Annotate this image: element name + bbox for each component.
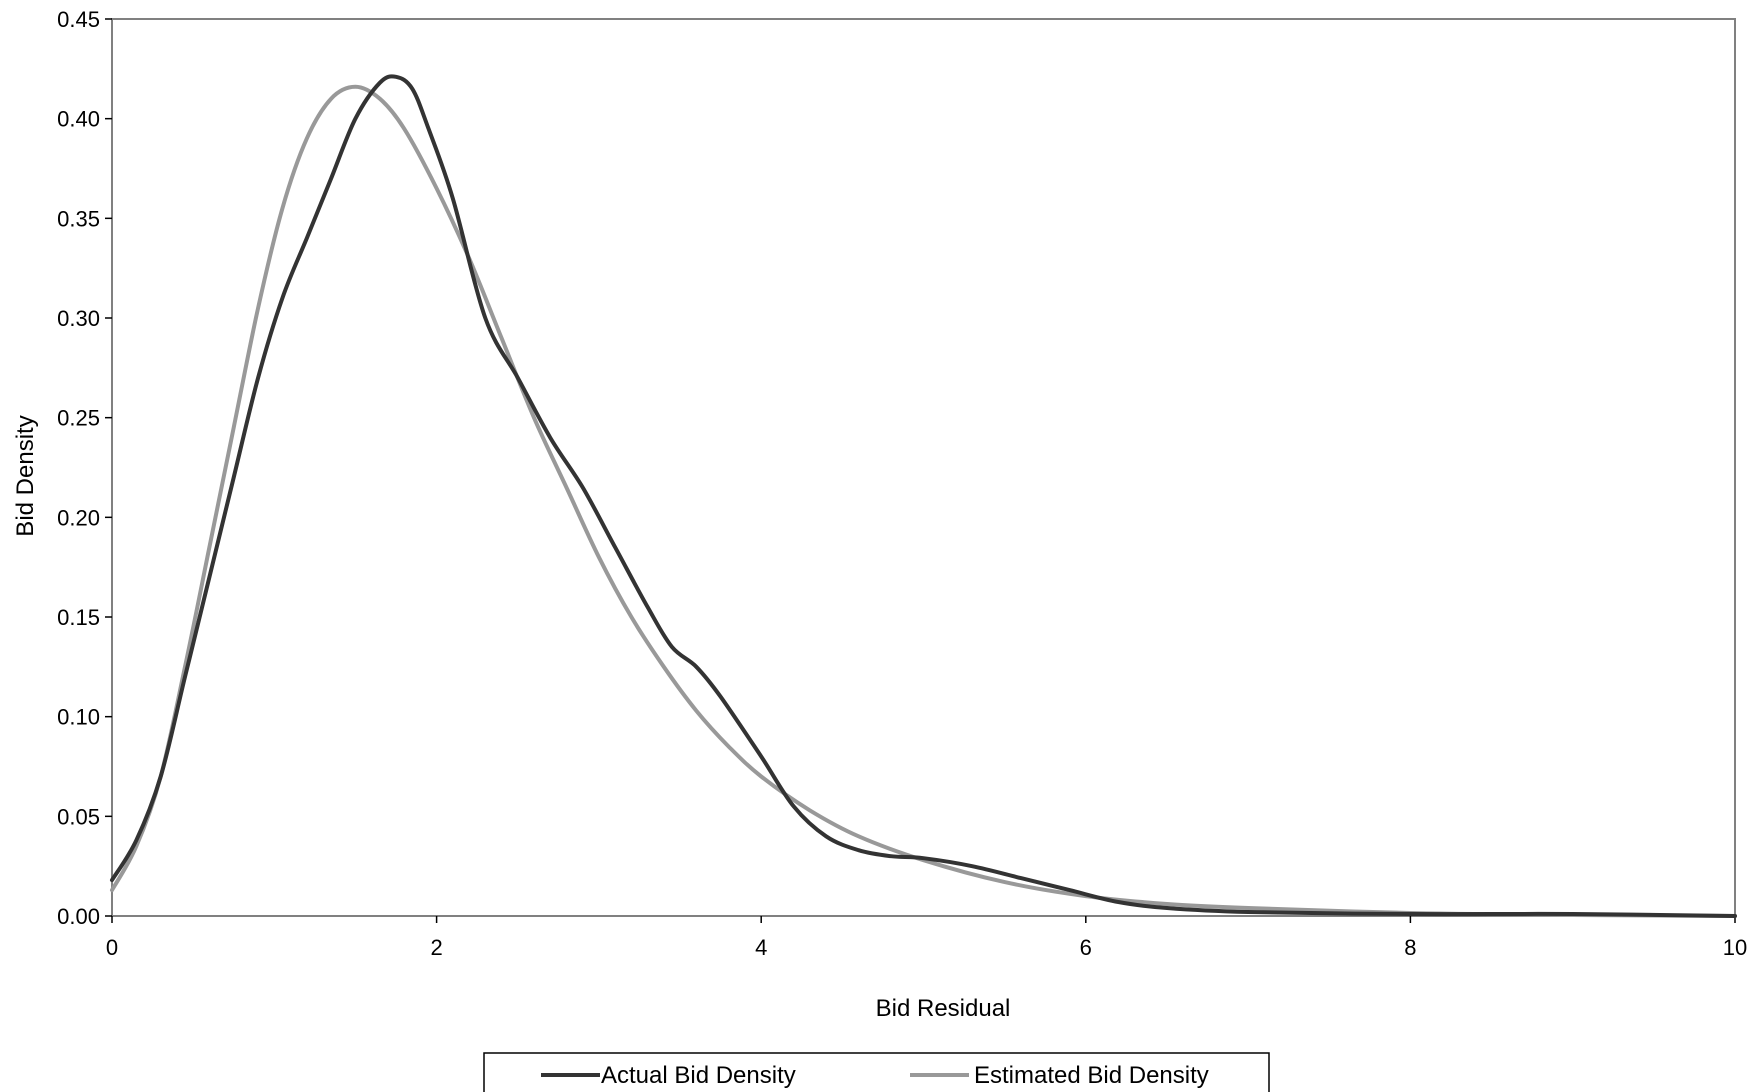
- y-tick-label: 0.35: [57, 206, 100, 231]
- x-tick-label: 10: [1723, 935, 1747, 960]
- x-tick-label: 8: [1404, 935, 1416, 960]
- x-tick-label: 2: [430, 935, 442, 960]
- estimated-bid-density-line: [110, 84, 1737, 918]
- y-axis: 0.00 0.05 0.10 0.15 0.20 0.25 0.30 0.35 0.40 0.45: [57, 7, 112, 929]
- actual-bid-density-line: [110, 74, 1737, 918]
- legend-label-estimated: Estimated Bid Density: [974, 1062, 1209, 1089]
- legend-box: [483, 1052, 1270, 1092]
- x-tick-label: 4: [755, 935, 767, 960]
- y-tick-label: 0.15: [57, 605, 100, 630]
- x-tick-label: 6: [1080, 935, 1092, 960]
- legend: Actual Bid Density Estimated Bid Density: [483, 1052, 1270, 1092]
- x-axis: 0 2 4 6 8 10: [106, 916, 1747, 960]
- legend-label-actual: Actual Bid Density: [601, 1062, 796, 1089]
- y-tick-label: 0.20: [57, 505, 100, 530]
- y-tick-label: 0.25: [57, 406, 100, 431]
- y-axis-title: Bid Density: [12, 415, 39, 536]
- y-tick-label: 0.10: [57, 705, 100, 730]
- series-lines: [110, 74, 1737, 918]
- x-axis-title: Bid Residual: [876, 995, 1011, 1022]
- x-tick-label: 0: [106, 935, 118, 960]
- y-tick-label: 0.05: [57, 804, 100, 829]
- y-tick-label: 0.45: [57, 7, 100, 32]
- y-tick-label: 0.30: [57, 306, 100, 331]
- y-tick-label: 0.40: [57, 107, 100, 132]
- y-tick-label: 0.00: [57, 904, 100, 929]
- plot-area: [111, 18, 1736, 917]
